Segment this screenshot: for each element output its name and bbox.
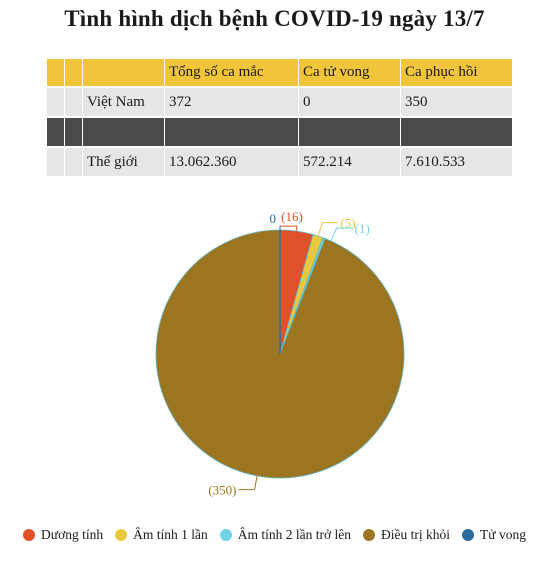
legend-label: Tử vong [480,527,526,542]
legend-swatch [462,529,474,541]
header-cell-blank-2 [64,59,83,86]
row-name: Việt Nam [82,88,165,116]
legend-label: Điều trị khỏi [381,527,450,542]
row-cell-blank [64,88,83,116]
legend-swatch [219,529,232,541]
label-leader-duong-tinh [280,225,298,232]
data-label-tu-vong: 0 [270,211,277,226]
legend-label: Âm tính 1 lần [133,527,208,542]
legend-swatch [363,529,375,541]
table-header-row: Tổng số ca mắc Ca tử vong Ca phục hồi [46,59,512,86]
pie-chart: (16) (5) (1) (350) 0 [155,209,405,498]
chart-legend: Dương tính Âm tính 1 lần Âm tính 2 lần trở… [0,527,549,543]
row-deaths: 572.214 [298,148,401,176]
row-recovered [400,118,512,146]
legend-item: Điều trị khỏi [363,527,450,543]
row-recovered: 350 [400,88,512,116]
row-total: 13.062.360 [164,148,299,176]
header-total-cases: Tổng số ca mắc [164,59,299,86]
row-name: Thế giới [82,148,165,176]
legend-swatch [23,529,36,541]
row-cell-blank [46,148,65,176]
legend-item: Dương tính [23,527,103,543]
data-label-duong-tinh: (16) [281,209,303,224]
header-cell-blank-1 [46,59,65,86]
row-deaths: 0 [298,88,401,116]
legend-item: Tử vong [462,527,526,543]
table-row-vietnam: Việt Nam 372 0 350 [46,88,512,116]
legend-item: Âm tính 1 lần [115,527,208,543]
header-deaths: Ca tử vong [298,59,401,86]
row-cell-blank [64,148,83,176]
header-recovered: Ca phục hồi [400,59,512,86]
legend-item: Âm tính 2 lần trở lên [219,527,351,543]
row-cell-blank [64,118,83,146]
data-label-am-tinh-2-lan-tro-len: (1) [355,221,370,236]
table-row-world: Thế giới 13.062.360 572.214 7.610.533 [46,148,512,176]
legend-label: Dương tính [41,527,104,542]
table-row-separator [46,118,512,146]
row-recovered: 7.610.533 [400,148,512,176]
row-total [164,118,299,146]
row-cell-blank [46,88,65,116]
row-total: 372 [164,88,299,116]
row-cell-blank [46,118,65,146]
legend-label: Âm tính 2 lần trở lên [237,527,351,542]
data-label-am-tinh-1-lan: (5) [340,216,355,231]
label-leader-am-tinh-2-lan-tro-len [330,227,353,242]
data-label-dieu-tri-khoi: (350) [208,483,236,498]
chart-title: Tình hình dịch bệnh COVID-19 ngày 13/7 [64,6,485,31]
covid-stats-table: Tổng số ca mắc Ca tử vong Ca phục hồi Vi… [46,59,512,176]
label-leader-dieu-tri-khoi [238,475,258,491]
label-leader-am-tinh-1-lan [317,222,339,237]
legend-swatch [115,529,128,541]
row-name [82,118,165,146]
row-deaths [298,118,401,146]
header-cell-blank-3 [82,59,165,86]
